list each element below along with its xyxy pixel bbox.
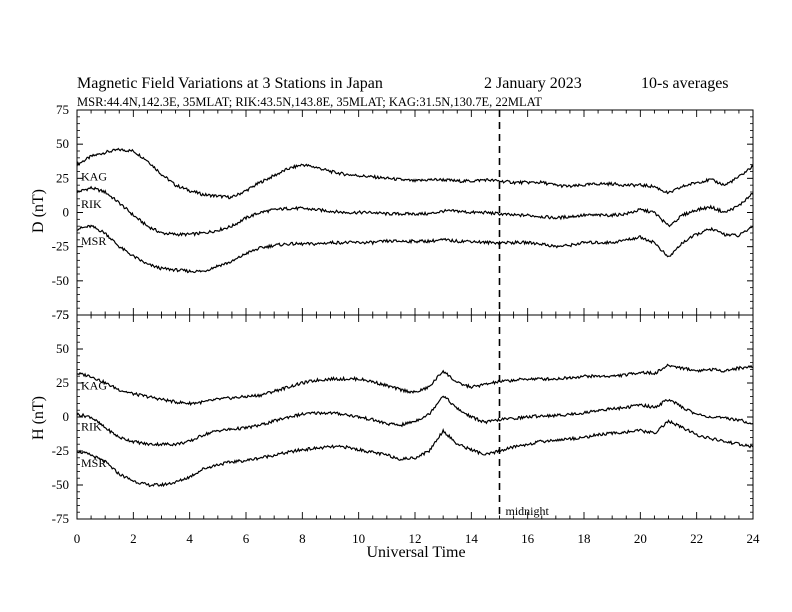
h-ytick-label: 25 <box>56 375 69 390</box>
d-series-kag <box>76 147 754 200</box>
d-panel-frame <box>76 109 754 316</box>
chart-title: Magnetic Field Variations at 3 Stations … <box>77 75 383 92</box>
x-tick-label: 12 <box>409 531 422 546</box>
h-ytick-label: -50 <box>52 477 69 492</box>
chart-date: 2 January 2023 <box>484 75 582 92</box>
h-series-rik <box>76 395 754 447</box>
x-tick-label: 8 <box>299 531 306 546</box>
x-tick-label: 24 <box>747 531 761 546</box>
x-tick-label: 18 <box>578 531 591 546</box>
x-tick-label: 0 <box>74 531 81 546</box>
d-series-label-rik: RIK <box>81 197 102 211</box>
d-ytick-label: -50 <box>52 273 69 288</box>
h-series-label-kag: KAG <box>81 378 107 392</box>
h-ytick-label: -25 <box>52 443 69 458</box>
d-panel: 75 50 25 0 -25 -50 -75 KAG RIK MSR <box>52 102 754 322</box>
d-series-rik <box>76 185 754 237</box>
d-ytick-label: 0 <box>63 205 70 220</box>
d-series-label-msr: MSR <box>81 234 106 248</box>
stations-info: MSR:44.4N,142.3E, 35MLAT; RIK:43.5N,143.… <box>77 95 542 109</box>
d-ytick-label: -25 <box>52 239 69 254</box>
x-tick-label: 20 <box>634 531 647 546</box>
h-ytick-label: 0 <box>63 409 70 424</box>
d-ytick-label: 50 <box>56 136 69 151</box>
x-tick-label: 2 <box>130 531 137 546</box>
d-series-label-kag: KAG <box>81 170 107 184</box>
chart-averaging: 10-s averages <box>641 75 729 92</box>
x-tick-label: 10 <box>352 531 365 546</box>
h-series-msr <box>76 419 754 488</box>
h-series-kag <box>76 363 754 407</box>
h-series-label-msr: MSR <box>81 456 106 470</box>
x-tick-label: 6 <box>243 531 250 546</box>
midnight-label: midnight <box>506 504 550 518</box>
d-ytick-label: 25 <box>56 170 69 185</box>
h-axis-label: H (nT) <box>30 396 47 440</box>
h-ytick-label: 50 <box>56 341 69 356</box>
x-tick-label: 14 <box>465 531 479 546</box>
x-tick-label: 16 <box>521 531 535 546</box>
h-ytick-label: 75 <box>56 307 69 322</box>
h-series-label-rik: RIK <box>81 419 102 433</box>
x-tick-label: 22 <box>690 531 703 546</box>
d-ytick-label: -75 <box>52 307 69 322</box>
d-ytick-label: 75 <box>56 102 69 117</box>
d-series-msr <box>76 224 754 274</box>
x-tick-label: 4 <box>186 531 193 546</box>
d-axis-label: D (nT) <box>30 189 47 233</box>
h-ytick-label: -75 <box>52 511 69 526</box>
x-axis-label: Universal Time <box>366 544 465 561</box>
h-panel-frame <box>76 314 754 520</box>
